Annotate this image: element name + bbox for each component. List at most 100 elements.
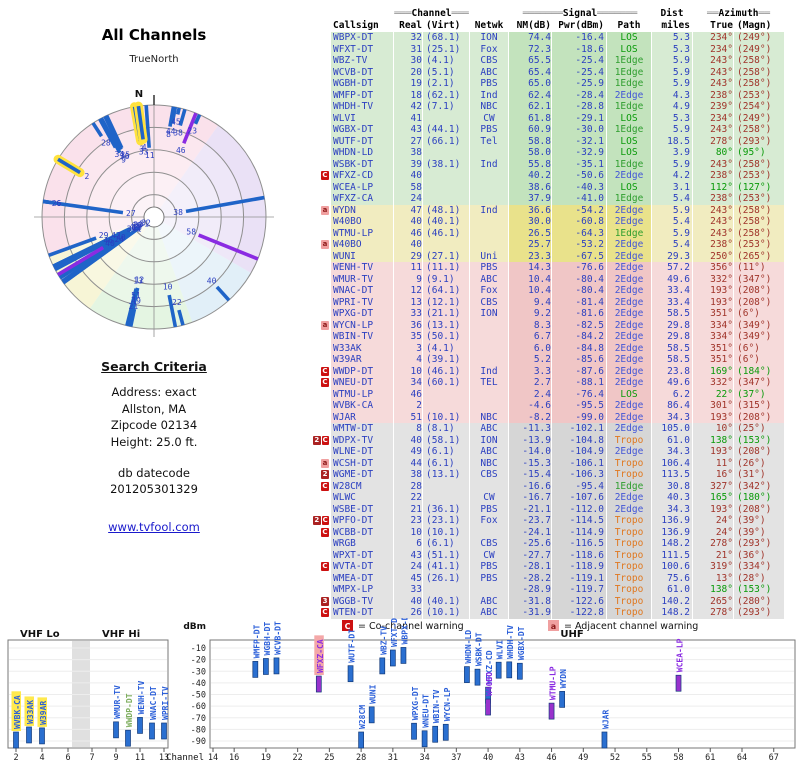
real-channel: 46 [394, 388, 422, 400]
callsign-link[interactable]: WGME-DT [331, 469, 393, 481]
callsign-link[interactable]: WPXT-DT [331, 549, 393, 561]
signal-bar-label-WUTF-DT: WUTF-DT [348, 629, 357, 663]
callsign-link[interactable]: WPRI-TV [331, 296, 393, 308]
table-row: W40BO 40 (40.1) 30.0 -60.8 2Edge 5.4 243° (258°) [308, 216, 800, 228]
callsign-link[interactable]: WMEA-DT [331, 572, 393, 584]
callsign-link[interactable]: W40BO [331, 239, 393, 251]
azimuth-magnetic: (39°) [734, 526, 784, 538]
real-channel: 12 [394, 285, 422, 297]
channel-marker-label: 10 [163, 283, 173, 292]
table-row: WLWC 22 CW -16.7 -107.6 2Edge 40.3 165° (180°) [308, 492, 800, 504]
callsign-link[interactable]: WYCN-LP [331, 319, 393, 331]
callsign-link[interactable]: WNAC-DT [331, 285, 393, 297]
warning-chips: C [312, 366, 330, 378]
network: NBC [470, 411, 508, 423]
signal-bar-W28CM [358, 731, 364, 749]
callsign-link[interactable]: W39AR [331, 354, 393, 366]
callsign-link[interactable]: WGBX-DT [331, 124, 393, 136]
callsign-link[interactable]: WVBK-CA [331, 400, 393, 412]
callsign-link[interactable]: WUNI [331, 250, 393, 262]
warning-chips [312, 504, 330, 516]
callsign-link[interactable]: WWDP-DT [331, 365, 393, 377]
callsign-link[interactable]: W33AK [331, 342, 393, 354]
callsign-link[interactable]: WTMU-LP [331, 388, 393, 400]
table-row: WMEA-DT 45 (26.1) PBS -28.2 -119.1 Tropo 75.6 13… [308, 572, 800, 584]
callsign-link[interactable]: WYDN [331, 204, 393, 216]
callsign-link[interactable]: WMPX-LP [331, 584, 393, 596]
callsign-link[interactable]: WFXT-DT [331, 43, 393, 55]
callsign-link[interactable]: WLWC [331, 492, 393, 504]
channel-marker-label: 41 [132, 225, 142, 234]
azimuth-magnetic: (28°) [734, 572, 784, 584]
distance-miles: 5.9 [652, 124, 692, 136]
callsign-link[interactable]: WBPX-DT [331, 32, 393, 44]
warning-chips: a [312, 205, 330, 217]
signal-bar-label-WTMU-LP: WTMU-LP [549, 666, 558, 700]
callsign-link[interactable]: WPFO-DT [331, 515, 393, 527]
noise-margin: 55.8 [509, 158, 551, 170]
callsign-link[interactable]: WCBB-DT [331, 526, 393, 538]
svg-text:WGBX-DT: WGBX-DT [517, 626, 526, 660]
virtual-channel: (39.1) [423, 354, 469, 366]
signal-bar-label-WLVI: WLVI [496, 640, 505, 659]
callsign-link[interactable]: WTMU-LP [331, 227, 393, 239]
path-type: 2Edge [607, 273, 651, 285]
real-channel: 31 [394, 43, 422, 55]
network [470, 354, 508, 366]
callsign-link[interactable]: WHDN-LD [331, 147, 393, 159]
channel-marker-46 [182, 112, 198, 144]
callsign-link[interactable]: WJAR [331, 411, 393, 423]
virtual-channel: (6.1) [423, 538, 469, 550]
callsign-link[interactable]: WNEU-DT [331, 377, 393, 389]
callsign-link[interactable]: WLVI [331, 112, 393, 124]
table-row: WPXG-DT 33 (21.1) ION 9.2 -81.6 2Edge 58.5 351°(… [308, 308, 800, 320]
distance-miles: 49.6 [652, 273, 692, 285]
azimuth-magnetic: (127°) [734, 181, 784, 193]
azimuth-magnetic: (36°) [734, 549, 784, 561]
callsign-link[interactable]: WDPX-TV [331, 434, 393, 446]
path-type: 2Edge [607, 354, 651, 366]
callsign-link[interactable]: WCSH-DT [331, 457, 393, 469]
callsign-link[interactable]: WCEA-LP [331, 181, 393, 193]
callsign-link[interactable]: WGBH-DT [331, 78, 393, 90]
callsign-link[interactable]: WLNE-DT [331, 446, 393, 458]
azimuth-magnetic: (258°) [734, 204, 784, 216]
callsign-link[interactable]: WMFP-DT [331, 89, 393, 101]
callsign-link[interactable]: WUTF-DT [331, 135, 393, 147]
noise-margin: 62.4 [509, 89, 551, 101]
virtual-channel: (44.1) [423, 124, 469, 136]
channel-marker-21 [127, 313, 134, 327]
callsign-link[interactable]: WVTA-DT [331, 561, 393, 573]
noise-margin: -31.8 [509, 595, 551, 607]
callsign-link[interactable]: WENH-TV [331, 262, 393, 274]
radar-sector [154, 125, 266, 273]
callsign-link[interactable]: WBZ-TV [331, 55, 393, 67]
noise-margin: -8.2 [509, 411, 551, 423]
network [470, 342, 508, 354]
noise-margin: -25.6 [509, 538, 551, 550]
callsign-link[interactable]: W40BO [331, 216, 393, 228]
callsign-link[interactable]: WSBE-DT [331, 503, 393, 515]
callsign-link[interactable]: WTEN-DT [331, 607, 393, 619]
callsign-link[interactable]: WSBK-DT [331, 158, 393, 170]
callsign-link[interactable]: WBIN-TV [331, 331, 393, 343]
noise-margin: -14.0 [509, 446, 551, 458]
callsign-link[interactable]: W28CM [331, 480, 393, 492]
callsign-link[interactable]: WHDH-TV [331, 101, 393, 113]
svg-text:WYDN: WYDN [559, 669, 568, 688]
callsign-link[interactable]: WFXZ-CA [331, 193, 393, 205]
callsign-link[interactable]: WCVB-DT [331, 66, 393, 78]
callsign-link[interactable]: WFXZ-CD [331, 170, 393, 182]
callsign-link[interactable]: WGGB-TV [331, 595, 393, 607]
callsign-link[interactable]: WRGB [331, 538, 393, 550]
callsign-link[interactable]: WMTW-DT [331, 423, 393, 435]
path-type: Tropo [607, 515, 651, 527]
table-row: 3 WGGB-TV 40 (40.1) ABC -31.8 -122.6 Tropo 140.2… [308, 595, 800, 607]
callsign-link[interactable]: WPXG-DT [331, 308, 393, 320]
warning-chips [312, 412, 330, 424]
tvfool-link[interactable]: www.tvfool.com [108, 520, 200, 535]
signal-bar-WBPX-DT [400, 647, 407, 664]
callsign-link[interactable]: WMUR-TV [331, 273, 393, 285]
network: PBS [470, 78, 508, 90]
table-row: WLVI 41 CW 61.8 -29.1 LOS 5.3 234° (249°) [308, 112, 800, 124]
